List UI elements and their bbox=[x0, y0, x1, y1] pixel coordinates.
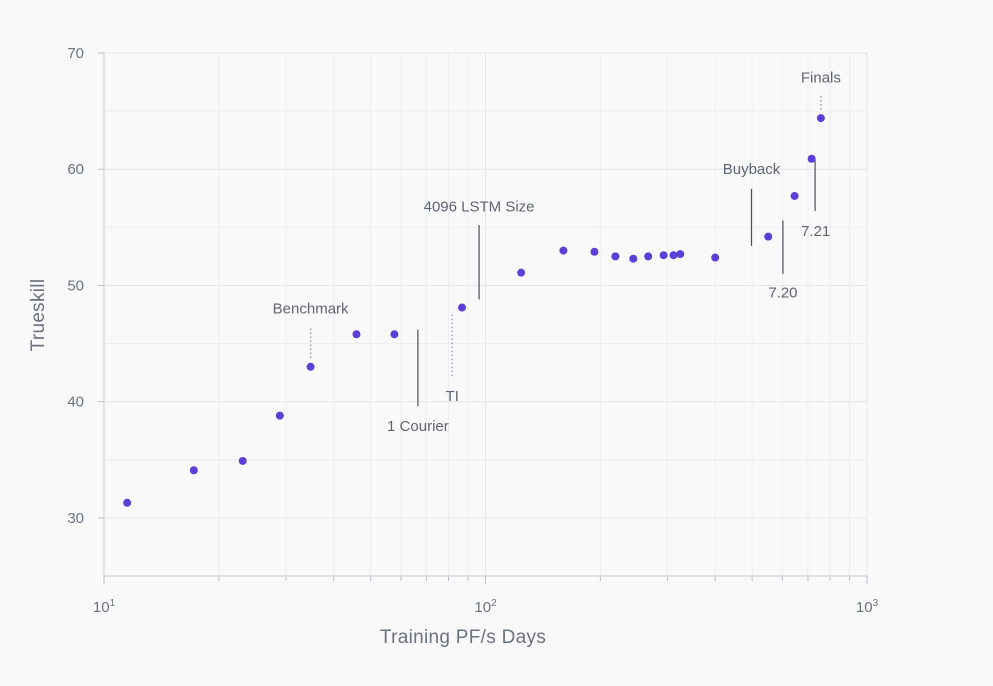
data-point bbox=[659, 251, 668, 260]
axes-layer: 30 40 50 60 70 101 102 103 bbox=[67, 45, 878, 616]
annotations-layer: Benchmark 1 Courier TI 4096 LSTM Size Buybac… bbox=[273, 69, 841, 435]
data-point bbox=[669, 251, 678, 260]
y-tick-label: 40 bbox=[67, 394, 84, 411]
x-tick-label: 101 bbox=[93, 598, 116, 616]
data-point bbox=[807, 154, 816, 163]
data-point bbox=[790, 191, 799, 200]
y-tick-label: 30 bbox=[67, 510, 84, 527]
annotation-label: Finals bbox=[801, 69, 841, 86]
x-axis-title: Training PF/s Days bbox=[380, 627, 546, 648]
annotation-label: 1 Courier bbox=[387, 418, 449, 435]
points-layer bbox=[123, 114, 825, 507]
data-point bbox=[189, 466, 198, 475]
annotation-label: 4096 LSTM Size bbox=[424, 198, 535, 215]
annotation-label: TI bbox=[446, 388, 459, 405]
annotation-label: 7.20 bbox=[768, 284, 797, 301]
y-tick-label: 50 bbox=[67, 277, 84, 294]
x-tick-label: 103 bbox=[856, 598, 879, 616]
data-point bbox=[764, 232, 773, 241]
data-point bbox=[275, 411, 284, 420]
annotation-label: 7.21 bbox=[801, 223, 830, 240]
annotation-label: Buyback bbox=[723, 161, 781, 178]
data-point bbox=[816, 114, 825, 123]
data-point bbox=[559, 246, 568, 255]
data-point bbox=[644, 252, 653, 261]
data-point bbox=[390, 330, 399, 339]
annotation-label: Benchmark bbox=[273, 301, 349, 318]
data-point bbox=[711, 253, 720, 262]
data-point bbox=[352, 330, 361, 339]
grid-layer bbox=[103, 52, 868, 577]
y-tick-label: 70 bbox=[67, 45, 84, 62]
y-tick-label: 60 bbox=[67, 161, 84, 178]
data-point bbox=[458, 303, 467, 312]
data-point bbox=[611, 252, 620, 261]
data-point bbox=[676, 250, 685, 259]
y-axis-title: Trueskill bbox=[28, 279, 49, 352]
data-point bbox=[517, 268, 526, 277]
x-tick-label: 102 bbox=[474, 598, 497, 616]
data-point bbox=[590, 247, 599, 256]
data-point bbox=[238, 456, 247, 465]
data-point bbox=[123, 498, 132, 507]
data-point bbox=[306, 362, 315, 371]
data-point bbox=[629, 254, 638, 263]
